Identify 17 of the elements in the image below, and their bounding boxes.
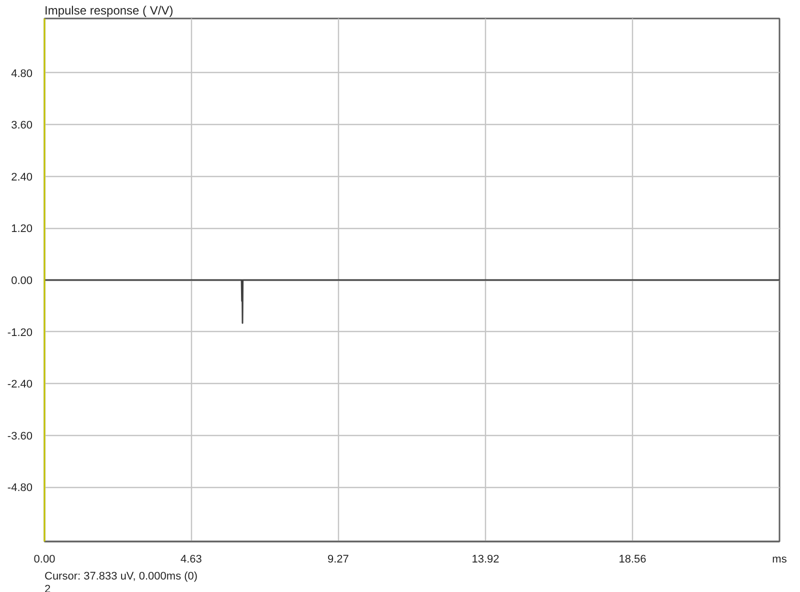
x-tick-label: 0.00 — [34, 554, 56, 566]
x-tick-label: ms — [772, 554, 788, 566]
y-tick-label: -1.20 — [7, 326, 33, 339]
y-tick-label: -3.60 — [7, 430, 33, 442]
text: Cursor: 37.833 uV, 0.000ms (0) — [44, 570, 198, 582]
x-tick-label: 4.63 — [180, 554, 202, 566]
y-tick-label: -2.40 — [7, 378, 33, 391]
y-tick-label: 3.60 — [11, 120, 33, 132]
x-tick-label: 9.27 — [327, 554, 349, 566]
y-tick-label: 4.80 — [11, 68, 33, 80]
y-tick-label: 1.20 — [11, 223, 33, 236]
x-tick-label: 18.56 — [618, 554, 646, 566]
x-tick-label: 13.92 — [472, 554, 500, 566]
y-tick-label: -4.80 — [7, 482, 33, 494]
chart-title: Impulse response ( V/V) — [44, 4, 174, 18]
y-tick-label: 0.00 — [11, 275, 33, 287]
y-tick-label: 2.40 — [11, 171, 33, 184]
